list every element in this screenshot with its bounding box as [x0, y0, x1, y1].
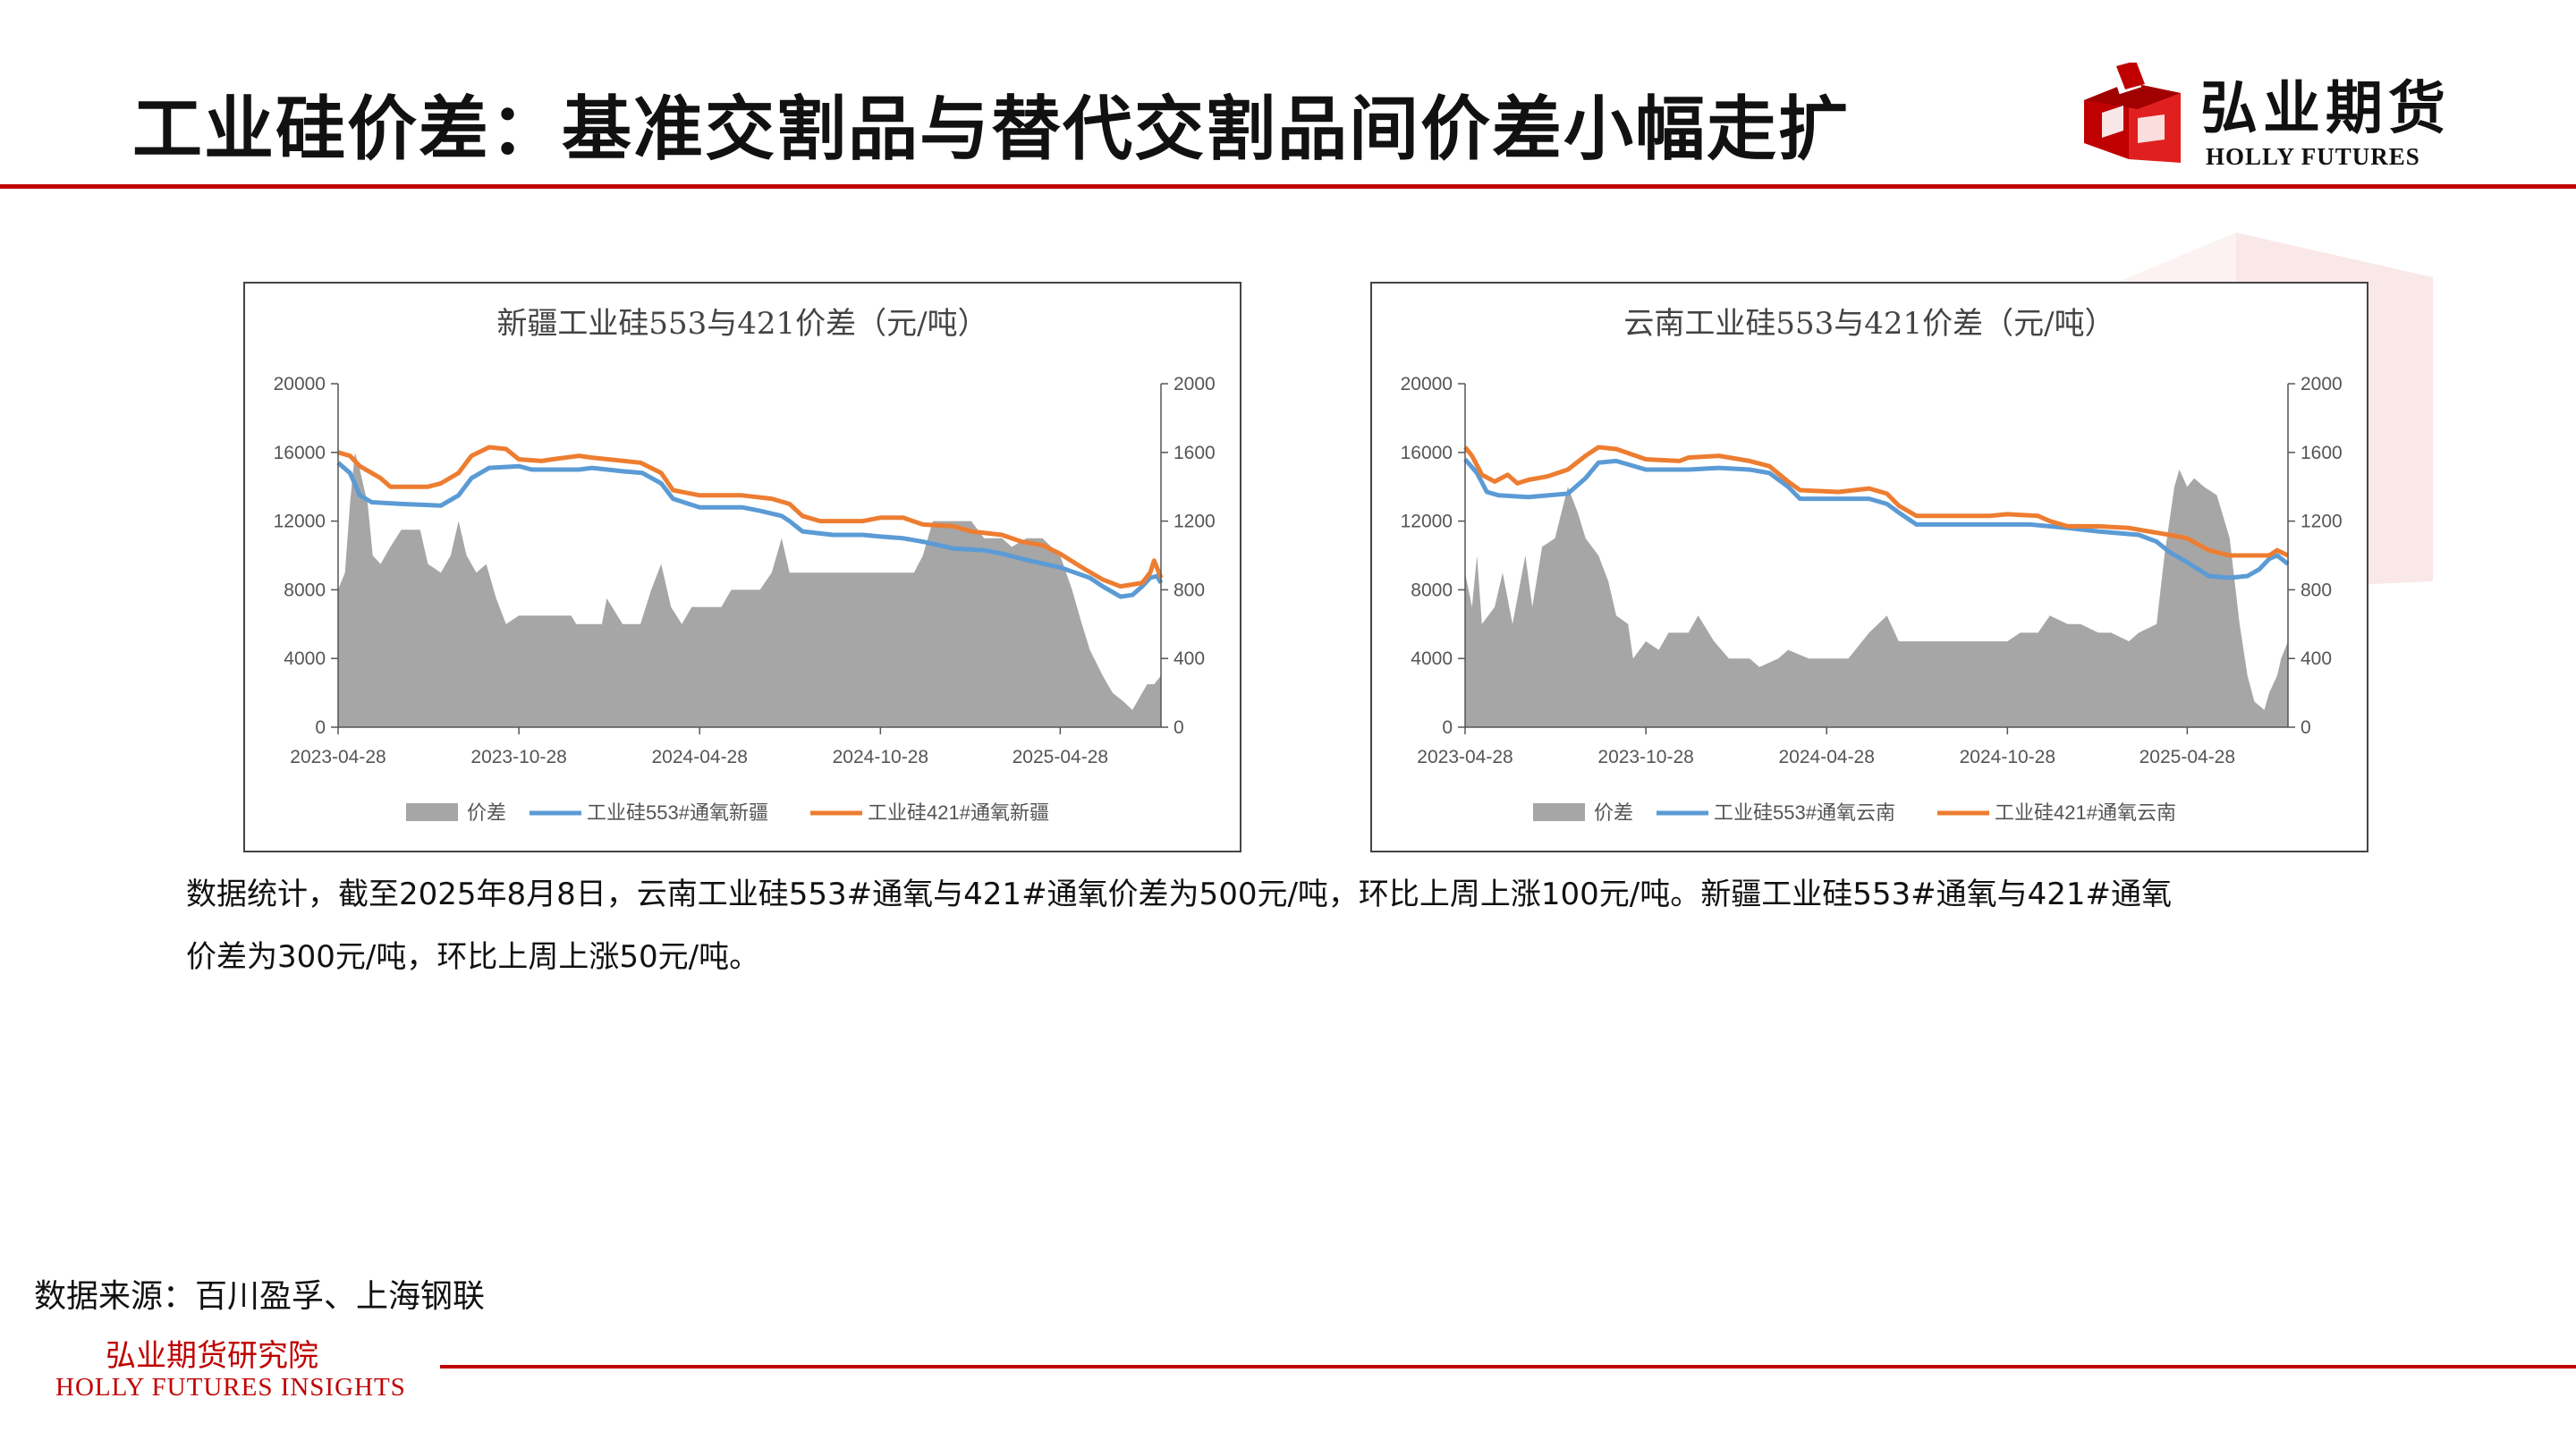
y-right-tick-label: 1600	[1174, 443, 1216, 463]
legend-label-553: 工业硅553#通氧云南	[1714, 801, 1895, 824]
y-left-tick-label: 8000	[284, 580, 326, 600]
y-right-tick-label: 400	[2301, 648, 2332, 669]
x-tick-label: 2024-04-28	[652, 747, 748, 767]
y-right-tick-label: 800	[2301, 580, 2332, 600]
y-left-tick-label: 12000	[274, 512, 326, 532]
footer-institute-en: HOLLY FUTURES INSIGHTS	[55, 1373, 406, 1402]
y-left-tick-label: 0	[1442, 717, 1453, 738]
chart-title: 云南工业硅553与421价差（元/吨）	[1623, 306, 2114, 342]
y-left-tick-label: 16000	[274, 443, 326, 463]
legend-label-553: 工业硅553#通氧新疆	[587, 801, 768, 824]
yunnan-chart-svg: 云南工业硅553与421价差（元/吨）040008000120001600020…	[1401, 306, 2343, 824]
y-left-tick-label: 16000	[1401, 443, 1453, 463]
logo-cube-icon	[2084, 59, 2181, 163]
logo-english-name: HOLLY FUTURES	[2206, 143, 2420, 170]
xinjiang-chart-svg: 新疆工业硅553与421价差（元/吨）040008000120001600020…	[274, 306, 1216, 824]
x-tick-label: 2023-10-28	[470, 747, 566, 767]
logo-chinese-name: 弘业期货	[2200, 75, 2451, 142]
xinjiang-spread-chart: 新疆工业硅553与421价差（元/吨） 0 4000 8000 12000 16000 20…	[243, 282, 1241, 852]
x-tick-label: 2024-10-28	[833, 747, 928, 767]
y-left-tick-label: 8000	[1411, 580, 1453, 600]
series-line-553	[1463, 457, 2290, 580]
summary-line-1: 数据统计，截至2025年8月8日，云南工业硅553#通氧与421#通氧价差为50…	[186, 877, 2173, 912]
y-left-tick-label: 0	[315, 717, 326, 738]
y-right-tick-label: 1200	[1174, 512, 1216, 532]
x-tick-label: 2024-10-28	[1960, 747, 2055, 767]
legend-label-421: 工业硅421#通氧云南	[1995, 801, 2176, 824]
x-tick-label: 2023-04-28	[1417, 747, 1513, 767]
x-tick-label: 2025-04-28	[1013, 747, 1108, 767]
data-source: 数据来源：百川盈孚、上海钢联	[34, 1278, 486, 1315]
y-right-tick-label: 0	[1174, 717, 1184, 738]
x-tick-label: 2024-04-28	[1779, 747, 1875, 767]
legend-swatch-spread	[406, 803, 458, 821]
legend-swatch-spread	[1533, 803, 1585, 821]
yunnan-spread-chart: 云南工业硅553与421价差（元/吨） 0 4000 8000 12000 16000 20…	[1370, 282, 2368, 852]
y-right-tick-label: 800	[1174, 580, 1205, 600]
x-tick-label: 2025-04-28	[2140, 747, 2235, 767]
legend-label-spread: 价差	[1594, 801, 1633, 824]
header-divider	[0, 184, 2576, 189]
page-title: 工业硅价差：基准交割品与替代交割品间价差小幅走扩	[132, 89, 1851, 170]
holly-futures-logo: 弘业期货 HOLLY FUTURES	[2075, 59, 2496, 179]
series-line-553	[336, 461, 1164, 599]
footer-divider	[440, 1365, 2576, 1368]
y-right-tick-label: 1200	[2301, 512, 2343, 532]
y-left-tick-label: 4000	[1411, 648, 1453, 669]
data-summary: 数据统计，截至2025年8月8日，云南工业硅553#通氧与421#通氧价差为50…	[186, 863, 2422, 988]
legend-label-421: 工业硅421#通氧新疆	[868, 801, 1049, 824]
footer-institute-cn: 弘业期货研究院	[106, 1338, 318, 1374]
series-line-421	[1463, 445, 2290, 558]
y-right-tick-label: 2000	[1174, 374, 1216, 394]
y-right-tick-label: 0	[2301, 717, 2311, 738]
summary-line-2: 价差为300元/吨，环比上周上涨50元/吨。	[186, 939, 760, 975]
legend-label-spread: 价差	[467, 801, 506, 824]
series-line-421	[337, 445, 1164, 589]
y-right-tick-label: 400	[1174, 648, 1205, 669]
chart-title: 新疆工业硅553与421价差（元/吨）	[496, 306, 987, 342]
x-tick-label: 2023-04-28	[290, 747, 386, 767]
y-left-tick-label: 20000	[1401, 374, 1453, 394]
y-left-tick-label: 20000	[274, 374, 326, 394]
series-area-spread	[1465, 470, 2288, 727]
y-left-tick-label: 12000	[1401, 512, 1453, 532]
y-right-tick-label: 1600	[2301, 443, 2343, 463]
series-area-spread	[338, 452, 1161, 727]
y-left-tick-label: 4000	[284, 648, 326, 669]
y-right-tick-label: 2000	[2301, 374, 2343, 394]
x-tick-label: 2023-10-28	[1597, 747, 1693, 767]
